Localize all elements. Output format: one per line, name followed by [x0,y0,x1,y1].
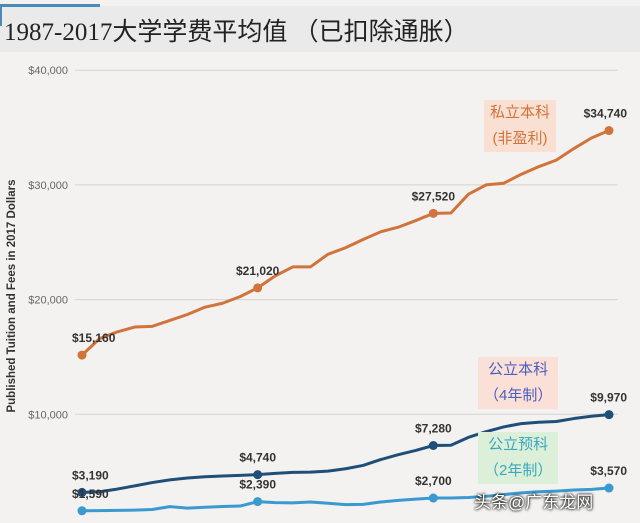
data-point [428,208,438,218]
data-label: $27,520 [412,189,456,203]
data-label: $2,390 [239,478,276,492]
data-point [604,126,614,136]
data-point [428,440,438,450]
chart-title: 1987-2017大学学费平均值 （已扣除通胀） [4,19,469,46]
data-point [77,350,87,360]
data-label: $3,190 [72,468,109,482]
y-tick-label: $30,000 [28,180,68,192]
data-label: $3,570 [590,464,627,478]
data-label: $4,740 [239,451,276,465]
data-label: $34,740 [584,107,628,121]
series-line-2 [81,486,610,513]
data-point [253,497,263,507]
legend-label-line: 私立本科 [490,104,551,121]
watermark: 头条@广东龙网 [474,493,594,512]
data-point [77,506,87,516]
data-label: $21,020 [236,264,280,278]
data-point [253,283,263,293]
data-point [77,487,87,497]
data-point [428,493,438,503]
data-label: $7,280 [415,421,452,435]
legend-label-line: （4年制） [484,387,553,404]
data-label: $1,590 [72,487,109,501]
title-bar [0,6,640,52]
legend-label-line: 公立预科 [488,436,549,453]
legend-label-private: 私立本科 (非盈利) [484,100,557,152]
y-tick-label: $40,000 [28,65,68,77]
data-label: $2,700 [415,474,452,488]
series-line-1 [81,413,610,494]
legend-label-line: 公立本科 [488,361,549,378]
y-tick-label: $20,000 [28,295,68,307]
legend-label-public-2yr: 公立预科 （2年制） [478,432,559,484]
data-label: $15,160 [72,331,116,345]
data-point [604,410,614,420]
accent-line [0,4,100,7]
data-point [253,470,263,480]
accent-line-vertical [0,4,2,26]
data-point [604,483,614,493]
legend-label-line: （2年制） [484,462,553,479]
legend-label-line: (非盈利) [492,130,548,147]
data-label: $9,970 [590,391,627,405]
series-line-0 [80,129,610,357]
legend-label-public-4yr: 公立本科 （4年制） [478,357,559,409]
y-tick-label: $10,000 [28,409,68,421]
